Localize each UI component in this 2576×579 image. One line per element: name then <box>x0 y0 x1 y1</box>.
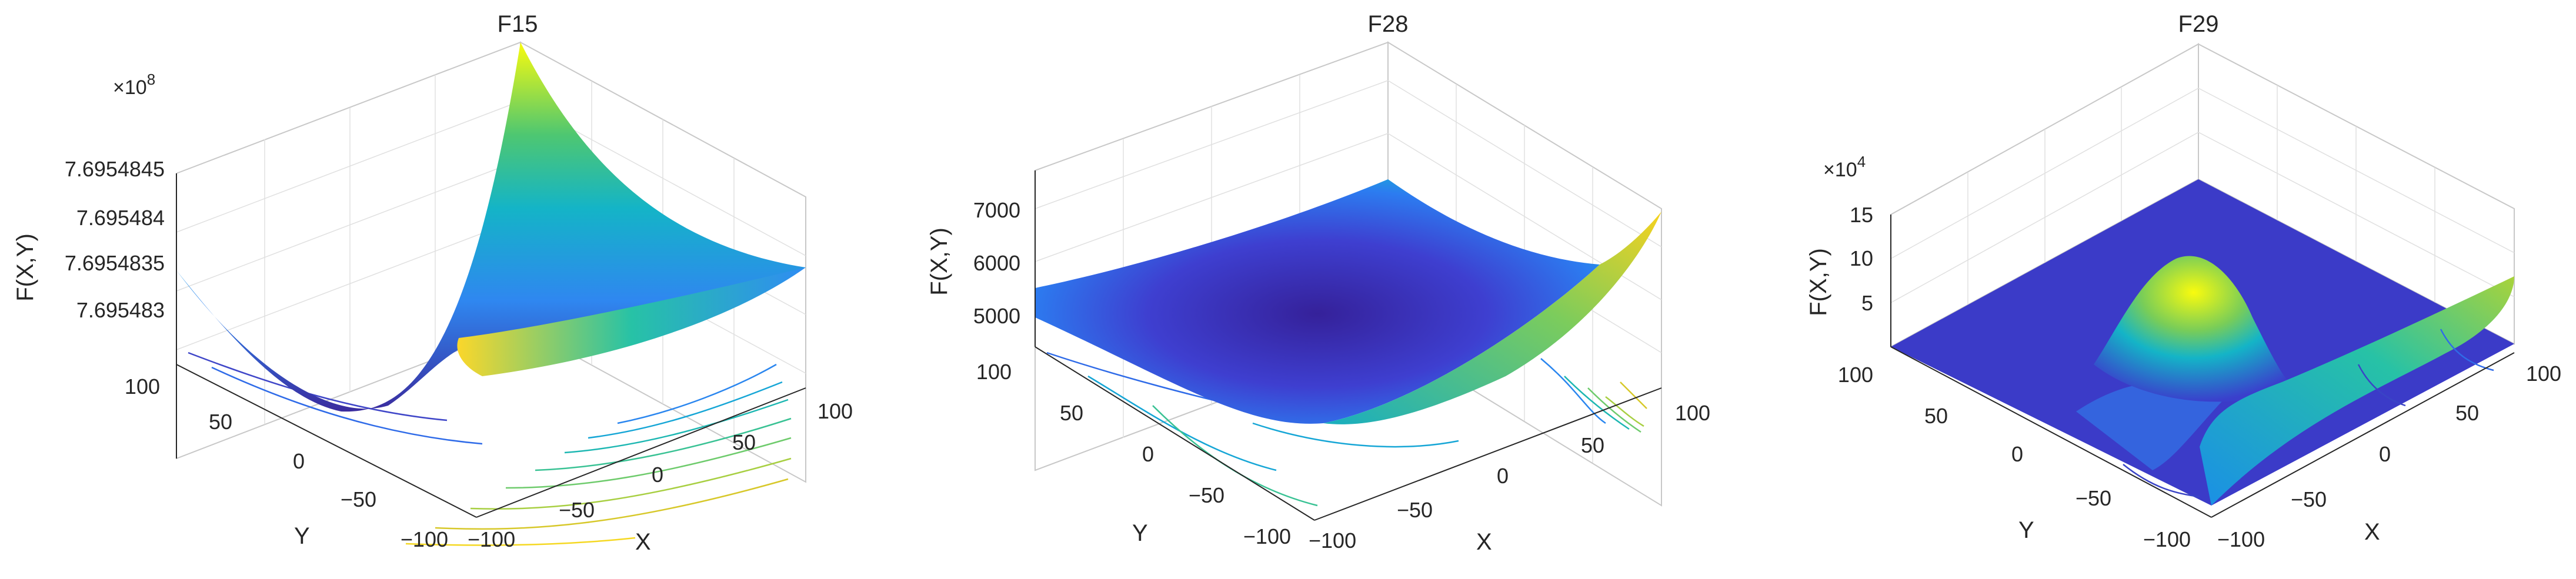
z-ticks-f29: 15 10 5 <box>1850 203 1873 315</box>
ztick-f15-0: 7.695483 <box>76 298 165 322</box>
panel-f15: F15 <box>12 11 853 555</box>
xtick-f15-2: 0 <box>652 463 663 487</box>
zlabel-f28: F(X,Y) <box>926 227 952 296</box>
xtick-f28-2: 0 <box>1497 464 1509 488</box>
ytick-f29-1: −50 <box>2076 486 2111 510</box>
back-wall-left-f15 <box>176 41 521 460</box>
ytick-f28-4: 100 <box>976 360 1012 384</box>
ztick-f15-3: 7.6954845 <box>65 157 165 181</box>
xtick-f15-3: 50 <box>732 430 756 454</box>
contours-f28 <box>1046 352 1647 507</box>
surface-peak-f29 <box>2094 256 2294 402</box>
ytick-f28-1: −50 <box>1189 483 1224 507</box>
xtick-f15-4: 100 <box>817 399 853 423</box>
ytick-f29-0: −100 <box>2143 527 2191 551</box>
title-f28: F28 <box>1368 11 1409 37</box>
z-exponent-f29: ×104 <box>1823 153 1866 181</box>
xtick-f29-2: 0 <box>2379 442 2391 466</box>
xtick-f29-3: 50 <box>2455 401 2479 425</box>
ytick-f29-2: 0 <box>2011 442 2023 466</box>
xtick-f29-1: −50 <box>2291 487 2327 511</box>
xlabel-f15: X <box>635 529 651 555</box>
xtick-f28-1: −50 <box>1397 498 1433 522</box>
z-ticks-f15: 7.6954845 7.695484 7.6954835 7.695483 <box>65 157 165 322</box>
z-exponent-power-f29: 4 <box>1857 153 1866 170</box>
z-ticks-f28: 7000 6000 5000 <box>973 198 1020 328</box>
ytick-f15-1: −50 <box>341 487 376 511</box>
y-ticks-f15: 100 50 0 −50 −100 <box>125 374 448 551</box>
ytick-f28-2: 0 <box>1142 442 1154 466</box>
xtick-f28-3: 50 <box>1581 433 1604 457</box>
ztick-f15-2: 7.695484 <box>76 206 165 230</box>
gridlines-f29 <box>1890 85 2515 304</box>
ylabel-f29: Y <box>2018 517 2034 543</box>
y-ticks-f28: 100 50 0 −50 −100 <box>976 360 1291 548</box>
ytick-f15-0: −100 <box>401 527 448 551</box>
z-exponent-f15: ×108 <box>113 71 155 99</box>
panel-f28: F28 <box>926 11 1710 555</box>
ytick-f15-4: 100 <box>125 374 160 399</box>
ytick-f15-2: 0 <box>293 449 305 473</box>
ylabel-f15: Y <box>294 523 310 549</box>
zlabel-f15: F(X,Y) <box>12 233 38 302</box>
xtick-f28-0: −100 <box>1309 528 1356 553</box>
xtick-f29-0: −100 <box>2217 527 2265 551</box>
ytick-f29-3: 50 <box>1924 404 1948 428</box>
ytick-f28-0: −100 <box>1243 524 1291 548</box>
z-exponent-base-f15: ×10 <box>113 76 147 99</box>
ztick-f29-2: 15 <box>1850 203 1873 227</box>
xtick-f28-4: 100 <box>1675 401 1710 425</box>
xtick-f29-4: 100 <box>2526 362 2561 386</box>
title-f15: F15 <box>498 11 538 37</box>
axes-box-f15 <box>176 173 806 518</box>
y-ticks-f29: 100 50 0 −50 −100 <box>1838 363 2191 551</box>
surface-rim-f28 <box>1323 212 1661 424</box>
ytick-f29-4: 100 <box>1838 363 1873 387</box>
surface-ridge-f15 <box>457 267 806 376</box>
ztick-f29-1: 10 <box>1850 246 1873 270</box>
z-exponent-power-f15: 8 <box>147 71 155 88</box>
ztick-f15-1: 7.6954835 <box>65 251 165 275</box>
surface-f28 <box>1035 179 1600 424</box>
surface-skirt-f29 <box>2076 381 2235 470</box>
surface-ridge-f29 <box>2200 276 2514 506</box>
ytick-f15-3: 50 <box>209 410 232 434</box>
zlabel-f29: F(X,Y) <box>1806 248 1831 316</box>
x-ticks-f15: −100 −50 0 50 100 <box>468 399 853 551</box>
xlabel-f28: X <box>1476 529 1492 555</box>
contours-f15 <box>188 352 792 546</box>
z-exponent-base-f29: ×10 <box>1823 159 1857 181</box>
ztick-f28-2: 7000 <box>973 198 1020 222</box>
ylabel-f28: Y <box>1132 520 1148 546</box>
axes-box-f28 <box>1035 170 1662 521</box>
xtick-f15-1: −50 <box>559 498 595 522</box>
ytick-f28-3: 50 <box>1060 401 1083 425</box>
axes-box-f29 <box>1890 215 2515 518</box>
x-ticks-f29: −100 −50 0 50 100 <box>2217 362 2561 551</box>
ztick-f28-1: 6000 <box>973 251 1020 275</box>
x-ticks-f28: −100 −50 0 50 100 <box>1309 401 1710 553</box>
xlabel-f29: X <box>2364 519 2380 545</box>
xtick-f15-0: −100 <box>468 527 515 551</box>
title-f29: F29 <box>2178 11 2219 37</box>
ztick-f28-0: 5000 <box>973 304 1020 328</box>
ztick-f29-0: 5 <box>1861 291 1873 315</box>
panel-f29: F29 <box>1806 11 2561 551</box>
